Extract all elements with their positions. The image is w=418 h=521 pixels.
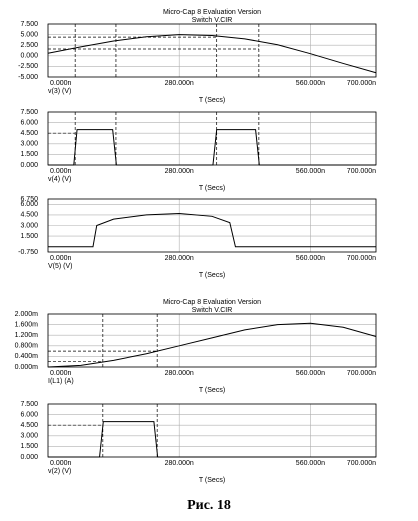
- plot-frame: [47, 23, 377, 78]
- x-tick-label: 560.000n: [296, 255, 325, 262]
- x-tick-label: 700.000n: [347, 80, 376, 87]
- y-tick-label: 1.500: [20, 233, 38, 240]
- x-tick-label: 280.000n: [165, 255, 194, 262]
- y-tick-label: 7.500: [20, 109, 38, 116]
- y-axis-label: v(2) (V): [48, 468, 71, 475]
- y-tick-label: 0.000: [20, 53, 38, 60]
- y-tick-label: 0.000m: [15, 364, 39, 371]
- plot-frame: [47, 198, 377, 253]
- y-tick-label: 3.000: [20, 433, 38, 440]
- y-tick-label: 3.000: [20, 141, 38, 148]
- y-tick-label: 2.500: [20, 42, 38, 49]
- x-axis-label: T (Secs): [199, 185, 225, 192]
- y-tick-label: 1.200m: [15, 332, 39, 339]
- x-axis-label: T (Secs): [199, 387, 225, 394]
- y-tick-label: 0.800m: [15, 343, 39, 350]
- y-tick-label: 7.500: [20, 21, 38, 28]
- y-tick-label: 4.500: [20, 422, 38, 429]
- y-axis-label: I(L1) (A): [48, 378, 74, 385]
- x-axis-label: T (Secs): [199, 272, 225, 279]
- x-tick-label: 280.000n: [165, 80, 194, 87]
- x-axis-label: T (Secs): [199, 97, 225, 104]
- x-tick-label: 560.000n: [296, 370, 325, 377]
- caption: Рис. 18: [187, 498, 231, 513]
- y-tick-label: 0.000: [20, 454, 38, 461]
- y-tick-label: 5.000: [20, 31, 38, 38]
- x-axis-label: T (Secs): [199, 477, 225, 484]
- chart-title: Micro-Cap 8 Evaluation Version: [163, 299, 261, 306]
- x-tick-label: 0.000n: [50, 255, 72, 262]
- y-tick-label: 7.500: [20, 401, 38, 408]
- y-axis-label: v(4) (V): [48, 176, 71, 183]
- x-tick-label: 0.000n: [50, 460, 72, 467]
- x-tick-label: 0.000n: [50, 168, 72, 175]
- y-tick-label: 4.500: [20, 130, 38, 137]
- plot-frame: [47, 403, 377, 458]
- x-tick-label: 700.000n: [347, 460, 376, 467]
- y-axis-label: V(5) (V): [48, 263, 73, 270]
- x-tick-label: 700.000n: [347, 255, 376, 262]
- y-tick-label: 3.000: [20, 222, 38, 229]
- data-line: [47, 34, 377, 74]
- y-tick-label: -5.000: [18, 74, 38, 81]
- plot-frame: [47, 313, 377, 368]
- chart-subtitle: Switch V.CIR: [192, 17, 233, 24]
- x-tick-label: 560.000n: [296, 80, 325, 87]
- y-tick-label: 4.500: [20, 212, 38, 219]
- y-tick-label: 6.000: [20, 411, 38, 418]
- x-tick-label: 700.000n: [347, 370, 376, 377]
- y-tick-label: 6.000: [20, 201, 38, 208]
- y-tick-label: 0.400m: [15, 353, 39, 360]
- data-line: [48, 212, 376, 248]
- x-tick-label: 560.000n: [296, 168, 325, 175]
- chart-subtitle: Switch V.CIR: [192, 307, 233, 314]
- y-tick-label: 0.000: [20, 162, 38, 169]
- x-tick-label: 280.000n: [165, 168, 194, 175]
- data-line: [48, 421, 376, 458]
- x-tick-label: 0.000n: [50, 370, 72, 377]
- y-tick-label: 2.000m: [15, 311, 39, 318]
- y-tick-label: -2.500: [18, 63, 38, 70]
- x-tick-label: 560.000n: [296, 460, 325, 467]
- x-tick-label: 0.000n: [50, 80, 72, 87]
- data-line: [48, 129, 376, 166]
- chart-title: Micro-Cap 8 Evaluation Version: [163, 9, 261, 16]
- x-tick-label: 700.000n: [347, 168, 376, 175]
- x-tick-label: 280.000n: [165, 460, 194, 467]
- x-tick-label: 280.000n: [165, 370, 194, 377]
- y-tick-label: 1.500: [20, 151, 38, 158]
- y-axis-label: v(3) (V): [48, 88, 71, 95]
- plot-frame: [47, 111, 377, 166]
- y-tick-label: -0.750: [18, 249, 38, 256]
- y-tick-label: 6.000: [20, 119, 38, 126]
- data-line: [47, 322, 377, 368]
- y-tick-label: 1.500: [20, 443, 38, 450]
- y-tick-label: 6.750: [20, 196, 38, 203]
- y-tick-label: 1.600m: [15, 321, 39, 328]
